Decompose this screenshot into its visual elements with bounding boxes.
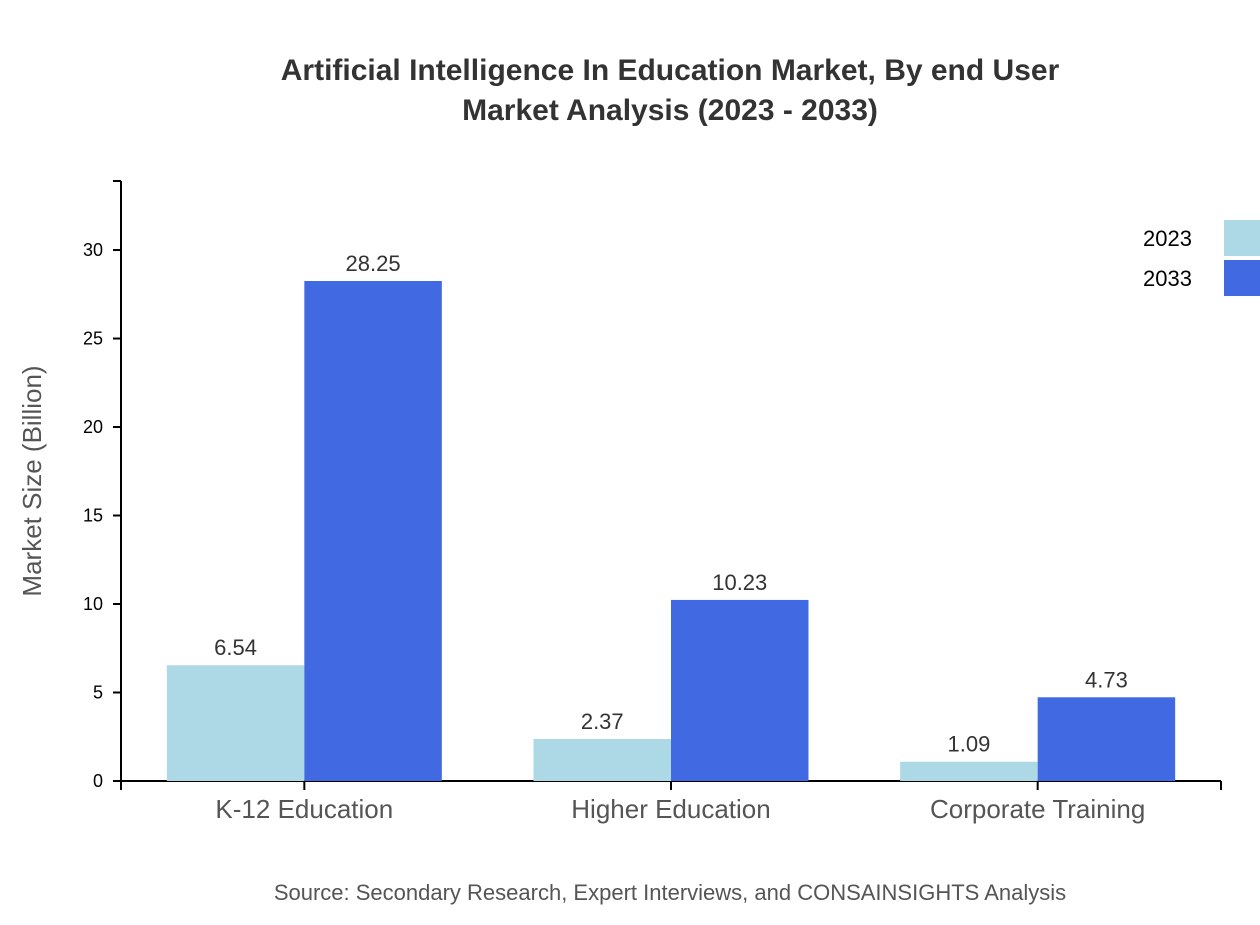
y-axis: 0 5 10 15 20 25 30 (83, 180, 122, 791)
y-axis-label: Market Size (Billion) (17, 365, 47, 596)
legend-label: 2033 (1143, 266, 1192, 291)
legend-label: 2023 (1143, 226, 1192, 251)
data-label: 6.54 (214, 635, 257, 660)
data-label: 28.25 (346, 251, 401, 276)
bar-2023 (533, 739, 671, 781)
y-tick-label: 25 (83, 329, 103, 349)
bars: 6.54 28.25 2.37 10.23 1.09 4.73 (166, 251, 1176, 781)
x-axis: K-12 Education Higher Education Corporate … (120, 780, 1222, 824)
chart-title-line-1: Artificial Intelligence In Education Mar… (281, 54, 1060, 87)
legend-swatch-2033 (1224, 260, 1260, 296)
y-tick-label: 20 (83, 417, 103, 437)
y-tick-label: 15 (83, 506, 103, 526)
data-label: 1.09 (948, 732, 991, 757)
y-tick-label: 30 (83, 240, 103, 260)
x-tick-label: Higher Education (571, 794, 770, 824)
chart-title-line-2: Market Analysis (2023 - 2033) (462, 94, 878, 127)
bar-2023 (166, 665, 305, 781)
source-note: Source: Secondary Research, Expert Inter… (274, 880, 1066, 905)
bar-2023 (900, 761, 1038, 781)
y-tick-label: 10 (83, 594, 103, 614)
x-tick-label: Corporate Training (930, 794, 1145, 824)
legend: 2023 2033 (1143, 220, 1260, 296)
data-label: 4.73 (1085, 667, 1128, 692)
bar-2033 (1037, 697, 1176, 781)
data-label: 10.23 (712, 570, 767, 595)
data-label: 2.37 (581, 709, 624, 734)
y-tick-label: 0 (93, 771, 103, 791)
legend-swatch-2023 (1224, 220, 1260, 256)
x-tick-label: K-12 Education (215, 794, 393, 824)
y-tick-label: 5 (93, 683, 103, 703)
bar-2033 (304, 281, 442, 781)
bar-2033 (671, 599, 809, 781)
